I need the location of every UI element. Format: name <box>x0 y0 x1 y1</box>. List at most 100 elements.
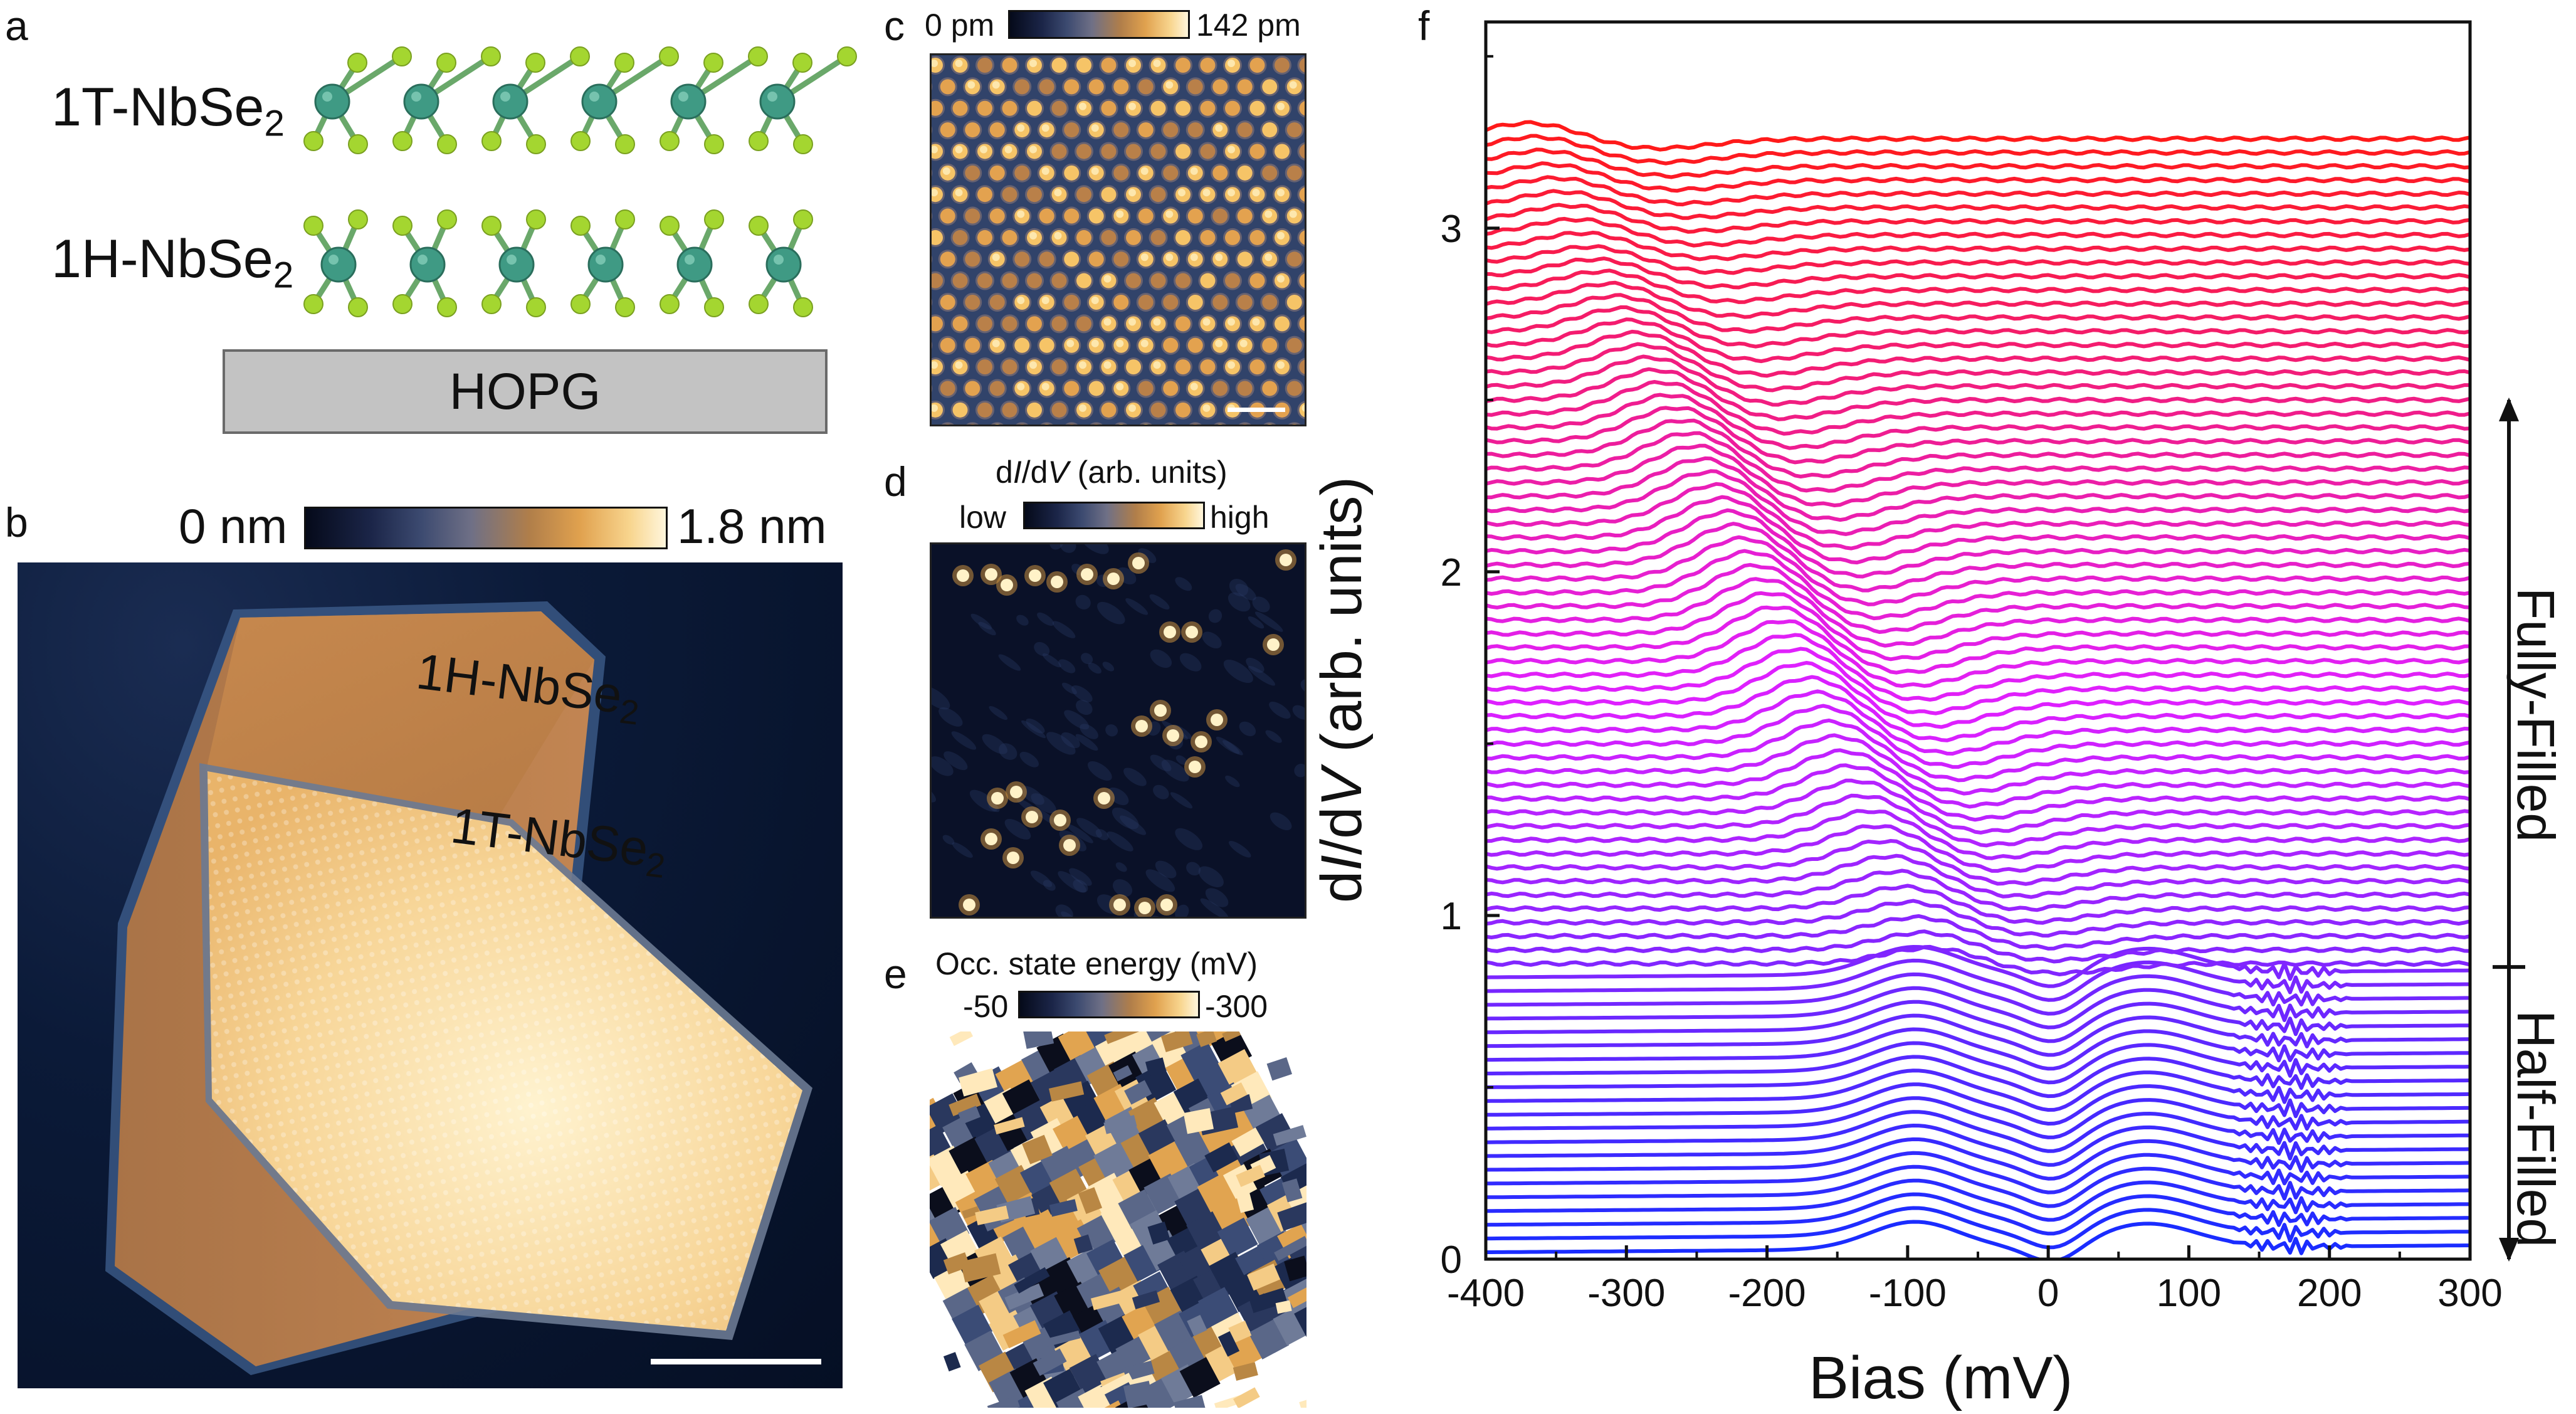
spectrum-line <box>1486 1164 2470 1208</box>
spectrum-line <box>1486 1151 2470 1195</box>
y-tick-label: 3 <box>1441 208 1462 251</box>
se-atom <box>392 131 413 151</box>
plot-frame <box>1484 20 2472 1261</box>
bright-spot-d <box>1063 839 1076 852</box>
spectrum-line <box>1486 443 2470 507</box>
atom-c <box>1101 100 1117 116</box>
atom-c <box>1088 251 1104 267</box>
atom-c <box>1039 337 1054 353</box>
atom-c <box>940 295 955 310</box>
atom-c <box>1019 424 1025 425</box>
colorbar-d-title-i: I <box>1012 455 1022 490</box>
panel-label-b: b <box>5 499 28 546</box>
atom-c <box>1163 337 1179 353</box>
se-atom <box>570 294 591 314</box>
spectrum-line <box>1486 1096 2470 1139</box>
atom-c <box>1163 381 1179 396</box>
atom-c <box>952 100 968 116</box>
atom-c <box>1299 273 1305 288</box>
atom-c <box>932 230 943 245</box>
spectrum-line <box>1486 1206 2470 1250</box>
atom-c <box>1002 230 1017 245</box>
atom-c <box>1014 337 1030 353</box>
atom-c <box>1237 165 1253 181</box>
bright-spot-d <box>963 899 975 911</box>
spectrum-line <box>1486 1220 2470 1259</box>
atom-c <box>1076 58 1091 73</box>
spectrum-line <box>1486 1124 2470 1167</box>
spectrum-line <box>1486 661 2470 729</box>
se-atom <box>437 297 457 317</box>
bright-spot-d <box>1154 704 1167 717</box>
panel-label-c: c <box>884 3 905 49</box>
colorbar-d-title-v: V <box>1048 455 1069 490</box>
chart-xlabel: Bias (mV) <box>1809 1344 2073 1411</box>
spectrum-line <box>1486 577 2470 648</box>
se-atom <box>614 53 634 73</box>
spectrum-line <box>1486 256 2470 290</box>
spectrum-line <box>1486 418 2470 478</box>
atom-c <box>940 381 955 396</box>
atom-c <box>989 208 1005 224</box>
colorbar-d-title-post: (arb. units) <box>1068 455 1228 490</box>
se-atom <box>303 216 323 236</box>
se-atom <box>348 209 368 230</box>
bright-spot-d <box>1132 557 1145 569</box>
atom-c <box>1014 251 1030 267</box>
se-atom <box>392 216 413 236</box>
layer-1t-atoms <box>303 46 857 154</box>
colorbar-b <box>304 507 668 549</box>
se-atom <box>570 216 591 236</box>
bright-spot-d <box>1107 572 1120 585</box>
bright-spot-d <box>1164 626 1176 638</box>
atom-c <box>1175 58 1191 73</box>
se-atom <box>481 216 502 236</box>
panel-label-f: f <box>1418 3 1430 49</box>
atom-c <box>1101 144 1117 159</box>
spectrum-line <box>1486 944 2470 976</box>
spectrum-line <box>1486 305 2470 349</box>
spectrum-line <box>1486 393 2470 450</box>
ylabel-mid: /d <box>1310 806 1374 855</box>
stm-image-c <box>930 53 1306 426</box>
atom-c <box>1126 144 1141 159</box>
spectrum-line <box>1486 329 2470 378</box>
atom-c <box>1175 402 1191 418</box>
bright-spot-d <box>1135 720 1148 732</box>
atom-c <box>1143 424 1149 425</box>
spectrum-line <box>1486 203 2470 234</box>
atom-c <box>945 424 951 425</box>
atom-c <box>1299 359 1305 374</box>
atom-c <box>1039 79 1054 95</box>
atom-c <box>1101 402 1117 418</box>
se-atom <box>793 134 813 154</box>
layer-1h-atoms <box>303 209 813 317</box>
bright-spot-d <box>1185 626 1198 638</box>
bright-spot-d <box>1029 569 1041 582</box>
atom-c <box>1163 122 1179 138</box>
atom-c <box>1002 402 1017 418</box>
spectrum-line <box>1486 1013 2470 1057</box>
spectrum-line <box>1486 689 2470 756</box>
atom-c <box>1291 424 1298 425</box>
bright-spot-d <box>1007 852 1019 864</box>
atom-c <box>1237 381 1253 396</box>
nb-atom <box>314 83 350 120</box>
se-atom <box>392 294 413 314</box>
atom-c <box>1299 58 1305 73</box>
spectrum-line <box>1486 1178 2470 1222</box>
bright-spot-d <box>1267 638 1280 651</box>
occ-energy-map-e <box>930 1031 1306 1408</box>
panel-label-a: a <box>5 3 28 49</box>
atom-c <box>1051 58 1067 73</box>
atom-c <box>1113 251 1129 267</box>
x-tick-label: 100 <box>2157 1272 2221 1315</box>
se-atom <box>615 297 635 317</box>
layer-1t-sub: 2 <box>264 103 285 144</box>
se-atom <box>348 297 368 317</box>
panel-label-d: d <box>884 458 907 505</box>
atom-c <box>1262 165 1278 181</box>
se-atom <box>348 134 368 154</box>
atom-c <box>1064 295 1080 310</box>
atom-c <box>1167 424 1174 425</box>
